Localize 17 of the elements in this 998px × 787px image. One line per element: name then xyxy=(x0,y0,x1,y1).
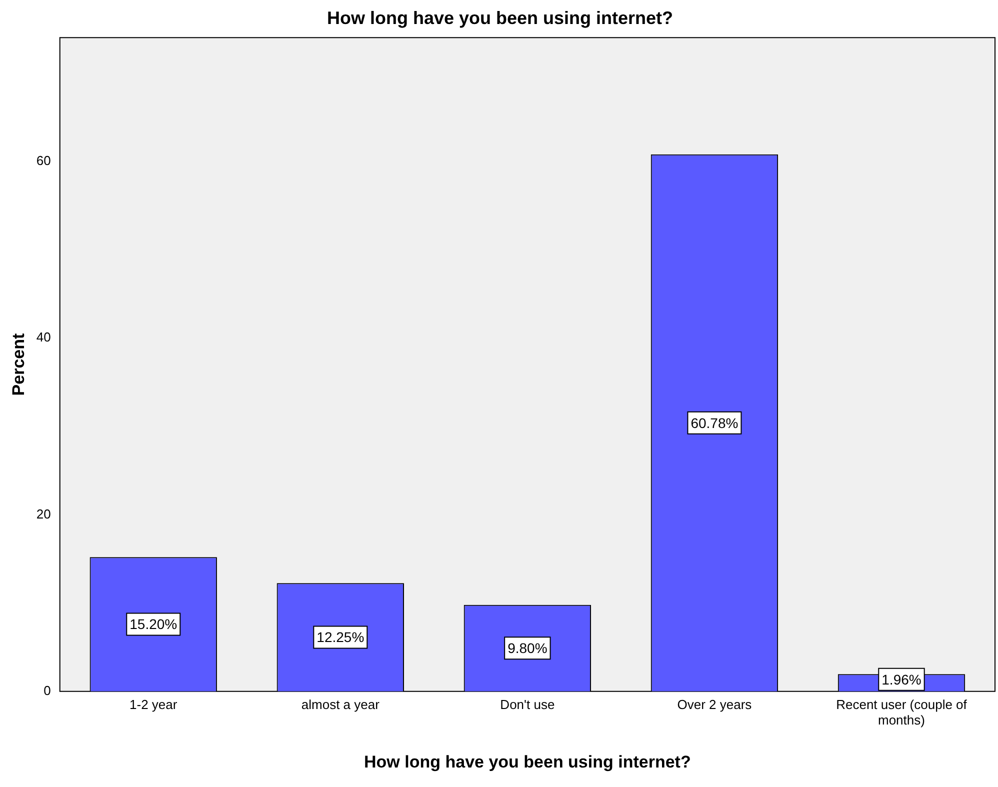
x-tick-label: Over 2 years xyxy=(677,696,752,712)
x-tick-label: 1-2 year xyxy=(130,696,178,712)
y-tick-label: 40 xyxy=(36,330,51,345)
y-axis-title: Percent xyxy=(8,332,28,396)
data-label: 60.78% xyxy=(690,414,738,431)
data-label: 9.80% xyxy=(508,640,548,656)
y-tick-label: 20 xyxy=(36,506,51,522)
x-tick-label: Recent user (couple of months) xyxy=(836,696,968,728)
x-tick-label: Don't use xyxy=(500,696,555,712)
y-tick-label: 0 xyxy=(44,682,51,698)
x-axis-title: How long have you been using internet? xyxy=(364,752,691,772)
data-label: 12.25% xyxy=(316,629,364,646)
chart-title: How long have you been using internet? xyxy=(326,8,674,28)
data-label: 15.20% xyxy=(130,616,178,632)
data-label: 1.96% xyxy=(882,671,922,688)
x-tick-label: almost a year xyxy=(301,696,380,712)
y-tick-label: 60 xyxy=(36,152,51,168)
